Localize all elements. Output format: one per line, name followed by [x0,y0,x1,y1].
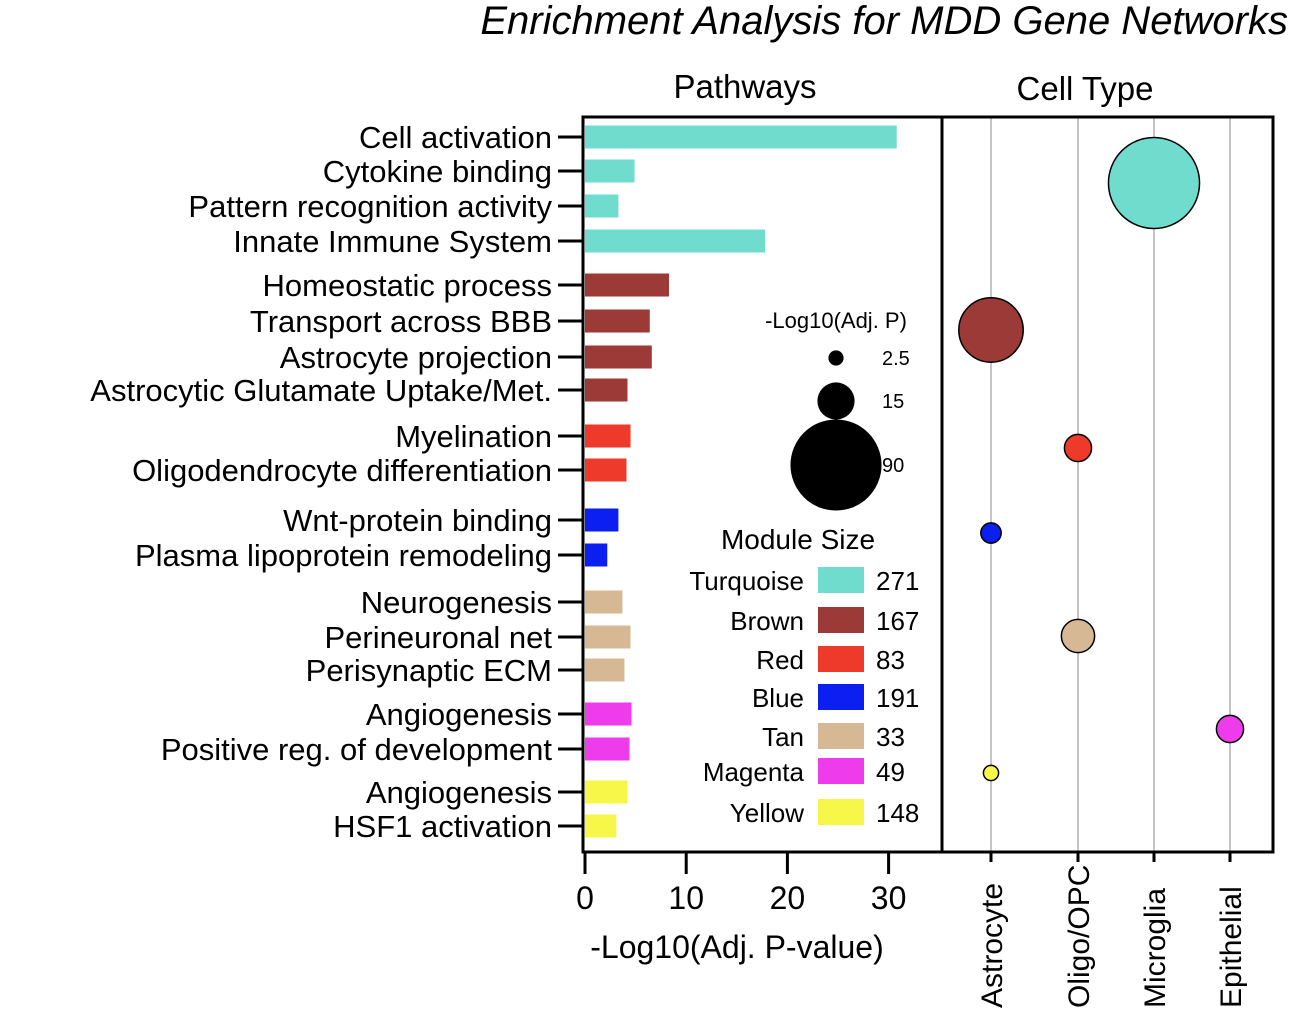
category-label: HSF1 activation [333,809,552,844]
module-legend-name: Turquoise [689,566,804,596]
category-label: Angiogenesis [366,697,552,732]
category-label: Transport across BBB [250,304,552,339]
bar [585,309,650,333]
bar [585,378,628,402]
module-legend-name: Blue [752,683,804,713]
x-tick-label: 10 [668,880,704,916]
size-legend-label: 2.5 [882,348,910,370]
category-label: Plasma lipoprotein remodeling [135,538,552,573]
x-tick-label: 0 [576,880,594,916]
module-legend-swatch [818,799,864,825]
category-label: Astrocytic Glutamate Uptake/Met. [90,373,552,408]
x-axis-label: -Log10(Adj. P-value) [590,929,883,965]
bar [585,590,623,614]
bubble-brown [958,297,1024,363]
module-legend-swatch [818,723,864,749]
module-legend-name: Red [756,645,804,675]
bar [585,194,619,218]
bar [585,543,608,567]
bar [585,702,632,726]
bubble-tan [1060,618,1096,654]
chart-title: Enrichment Analysis for MDD Gene Network… [480,0,1288,43]
module-legend-name: Brown [730,606,804,636]
bubble-yellow [982,764,1000,782]
category-label: Positive reg. of development [161,732,553,767]
size-legend-label: 90 [882,455,904,477]
module-legend-swatch [818,567,864,593]
category-label: Myelination [395,419,552,454]
category-label: Homeostatic process [263,268,552,303]
x-tick-label: 20 [770,880,806,916]
module-legend-swatch [818,646,864,672]
module-legend-size: 33 [876,722,905,752]
size-legend-dot [790,419,882,511]
category-label: Astrocyte projection [280,340,552,375]
celltype-label: Microglia [1139,888,1172,1008]
size-legend-label: 15 [882,391,904,413]
module-legend-swatch [818,684,864,710]
bar [585,458,627,482]
bar [585,780,628,804]
module-legend-name: Magenta [703,757,805,787]
bubble-red [1063,433,1093,463]
bar [585,658,625,682]
module-legend-title: Module Size [721,524,875,555]
category-label: Cytokine binding [323,154,552,189]
celltype-panel-title: Cell Type [1017,70,1154,107]
bubble-turquoise [1107,136,1201,230]
category-label: Perisynaptic ECM [306,653,552,688]
module-legend-swatch [818,758,864,784]
bar [585,229,766,253]
category-label: Neurogenesis [361,585,552,620]
bar [585,273,669,297]
celltype-label: Astrocyte [976,883,1009,1008]
module-legend-name: Tan [762,722,804,752]
bubble-blue [980,522,1002,544]
module-legend-size: 49 [876,757,905,787]
bar [585,814,617,838]
x-tick-label: 30 [871,880,907,916]
bar [585,424,631,448]
bar [585,159,635,183]
category-label: Perineuronal net [325,620,553,655]
module-legend-size: 83 [876,645,905,675]
bubble-magenta [1215,714,1245,744]
plot-frame [581,115,1275,854]
module-legend-name: Yellow [730,798,804,828]
category-label: Oligodendrocyte differentiation [132,453,552,488]
bar [585,625,631,649]
celltype-label: Oligo/OPC [1063,865,1096,1008]
module-legend-swatch [818,607,864,633]
bar [585,125,897,149]
legends: -Log10(Adj. P) 2.5 15 90 Module Size Turquois… [689,308,919,828]
bar [585,345,652,369]
size-legend-dot [828,350,844,366]
pathways-panel-title: Pathways [673,68,816,105]
module-legend-size: 148 [876,798,919,828]
category-label: Cell activation [359,120,552,155]
category-label: Innate Immune System [233,224,552,259]
size-legend-dot [817,382,855,420]
size-legend-title: -Log10(Adj. P) [765,308,907,333]
celltype-label: Epithelial [1215,886,1248,1008]
category-label: Wnt-protein binding [283,503,552,538]
module-legend-size: 191 [876,683,919,713]
module-legend-size: 271 [876,566,919,596]
bar [585,508,619,532]
category-label: Pattern recognition activity [188,189,552,224]
module-legend-size: 167 [876,606,919,636]
bar [585,737,630,761]
category-label: Angiogenesis [366,775,552,810]
celltype-bubbles: Astrocyte Oligo/OPC Microglia Epithelial [958,117,1248,1008]
